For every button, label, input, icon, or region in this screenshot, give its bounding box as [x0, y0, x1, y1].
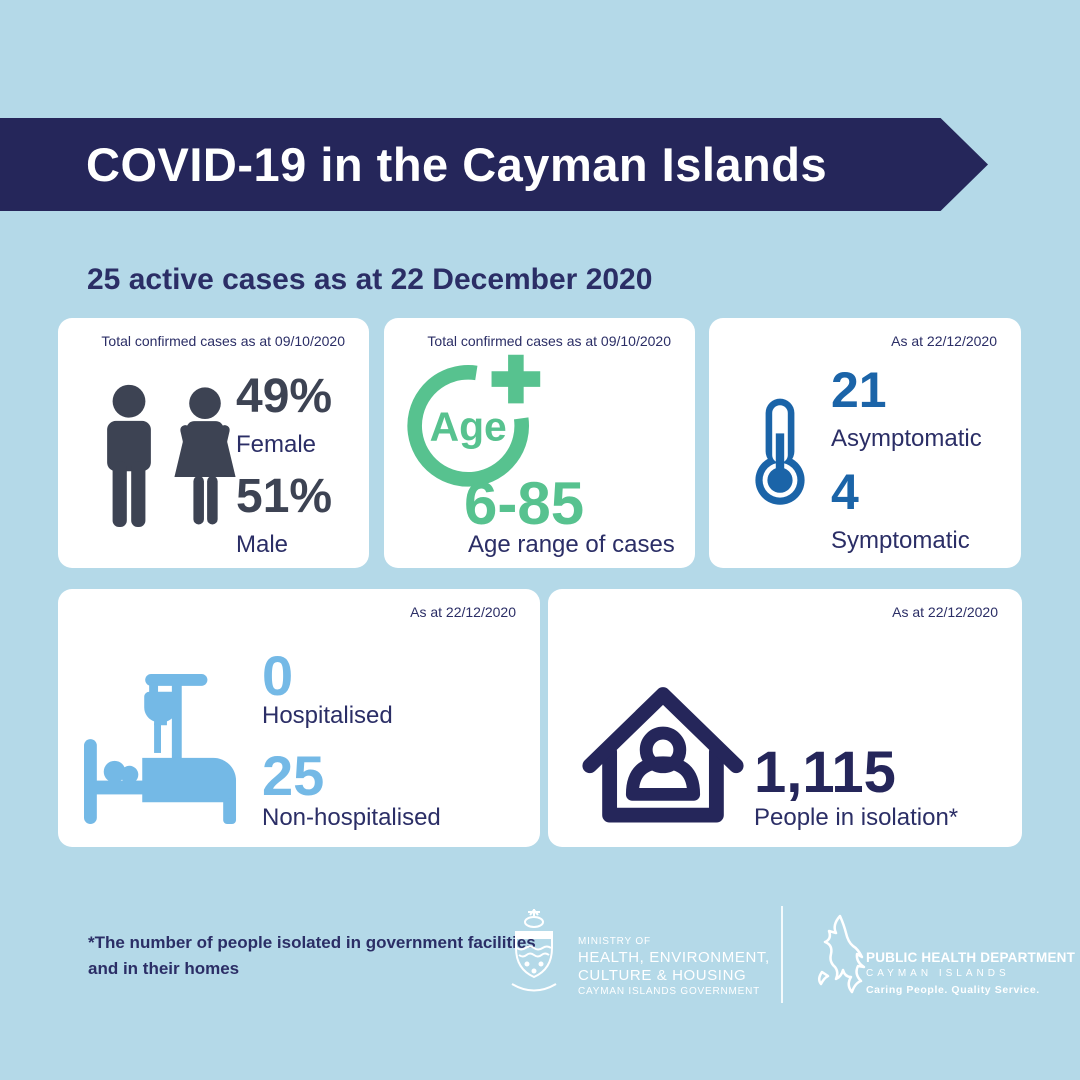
stat-male-label: Male — [236, 531, 289, 558]
phd-tagline: Caring People. Quality Service. — [866, 984, 1040, 996]
page-title: COVID-19 in the Cayman Islands — [86, 138, 828, 191]
stat-nonhospitalised-label: Non-hospitalised — [262, 804, 441, 831]
stat-female-value: 49% — [236, 370, 333, 423]
cayman-coat-of-arms-icon — [511, 909, 557, 992]
card-symptoms-date: As at 22/12/2020 — [891, 333, 997, 349]
active-cases-subtitle: 25 active cases as at 22 December 2020 — [87, 263, 653, 296]
ministry-line3: CULTURE & HOUSING — [578, 967, 747, 984]
isolation-footnote: *The number of people isolated in govern… — [88, 933, 536, 979]
ministry-line2: HEALTH, ENVIRONMENT, — [578, 949, 770, 966]
card-isolation: As at 22/12/2020 1,115 People in isolati… — [548, 589, 1022, 847]
stat-female-label: Female — [236, 431, 317, 458]
age-plus-icon: Age — [407, 354, 541, 487]
ministry-line4: CAYMAN ISLANDS GOVERNMENT — [578, 986, 761, 997]
card-hospital-date: As at 22/12/2020 — [410, 604, 516, 620]
stat-asymptomatic-label: Asymptomatic — [831, 425, 982, 452]
stat-isolation-label: People in isolation* — [754, 804, 959, 831]
card-age-date: Total confirmed cases as at 09/10/2020 — [427, 333, 671, 349]
card-gender-date: Total confirmed cases as at 09/10/2020 — [101, 333, 345, 349]
phd-line2: CAYMAN ISLANDS — [866, 968, 1010, 979]
stat-hospitalised-label: Hospitalised — [262, 702, 393, 729]
female-icon — [174, 387, 236, 525]
age-range-label: Age range of cases — [468, 531, 675, 558]
house-person-icon — [582, 687, 744, 823]
stat-nonhospitalised-value: 25 — [262, 744, 325, 807]
card-gender: Total confirmed cases as at 09/10/2020 4… — [58, 318, 369, 568]
stat-symptomatic-label: Symptomatic — [831, 527, 970, 554]
hospital-bed-icon — [84, 673, 237, 825]
card-age: Total confirmed cases as at 09/10/2020 A… — [384, 318, 695, 568]
stat-male-value: 51% — [236, 470, 333, 523]
public-health-logo-text: PUBLIC HEALTH DEPARTMENT CAYMAN ISLANDS … — [866, 950, 1075, 998]
stat-isolation-value: 1,115 — [754, 740, 896, 805]
stat-hospitalised-value: 0 — [262, 644, 294, 707]
ministry-logo-text: MINISTRY OF HEALTH, ENVIRONMENT, CULTURE… — [578, 935, 770, 999]
card-isolation-date: As at 22/12/2020 — [892, 604, 998, 620]
stat-asymptomatic-value: 21 — [831, 362, 887, 418]
male-icon — [107, 384, 151, 527]
stat-symptomatic-value: 4 — [831, 464, 859, 520]
phd-line1: PUBLIC HEALTH DEPARTMENT — [866, 950, 1076, 965]
title-banner: COVID-19 in the Cayman Islands — [0, 118, 988, 211]
age-range-value: 6-85 — [464, 470, 585, 537]
footer-divider — [781, 906, 783, 1003]
card-hospital: As at 22/12/2020 0 Hospitalised 25 Non-h… — [58, 589, 540, 847]
card-symptoms: As at 22/12/2020 21 Asymptomatic 4 Sympt… — [709, 318, 1021, 568]
svg-text:Age: Age — [430, 403, 507, 449]
cayman-islands-outline-icon — [818, 914, 866, 994]
thermometer-icon — [755, 398, 805, 505]
ministry-line1: MINISTRY OF — [578, 936, 651, 947]
